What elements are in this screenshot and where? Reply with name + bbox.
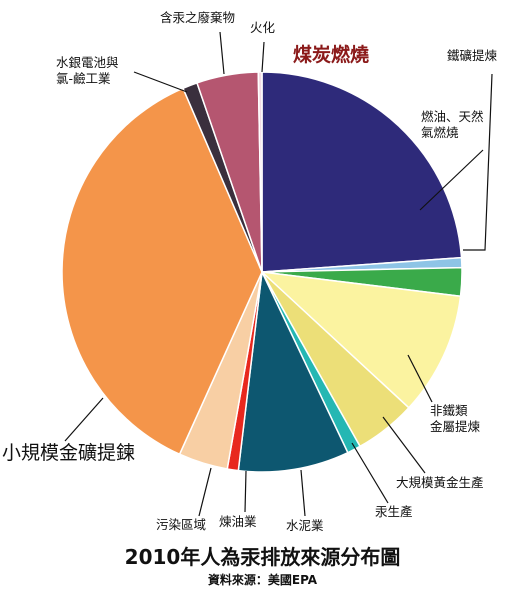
leader-line-3 xyxy=(463,73,493,251)
leader-line-10 xyxy=(64,397,104,442)
pie-slice-1 xyxy=(261,71,463,273)
leader-line-9 xyxy=(198,467,212,517)
slice-label-11: 水銀電池與氯-鹼工業 xyxy=(56,55,119,86)
slice-label-9: 污染區域 xyxy=(156,517,206,532)
slice-label-12: 含汞之廢棄物 xyxy=(160,10,235,25)
leader-line-4 xyxy=(407,354,433,403)
slice-label-2: 燃油、天然氣燃燒 xyxy=(421,109,484,140)
leader-line-6 xyxy=(351,442,389,504)
slice-label-4: 非鐵類金屬提煉 xyxy=(430,403,481,434)
chart-title: 2010年人為汞排放來源分布圖 xyxy=(124,545,401,569)
leader-line-13 xyxy=(261,41,265,73)
chart-subtitle: 資料來源：美國EPA xyxy=(207,573,318,587)
leader-line-2 xyxy=(419,149,484,211)
slice-label-10: 小規模金礦提鍊 xyxy=(2,442,135,464)
slice-label-7: 水泥業 xyxy=(286,518,324,533)
leader-line-11 xyxy=(133,71,188,93)
pie-slice-4 xyxy=(259,270,462,409)
slice-label-8: 煉油業 xyxy=(219,514,257,529)
pie-slice-10 xyxy=(61,87,263,456)
leader-line-12 xyxy=(219,31,225,75)
slice-label-5: 大規模黃金生產 xyxy=(396,475,484,490)
leader-line-5 xyxy=(382,416,426,474)
leader-line-8 xyxy=(244,470,247,513)
slice-label-1: 煤炭燃燒 xyxy=(293,43,369,66)
slice-label-13: 火化 xyxy=(250,20,276,35)
leader-line-7 xyxy=(300,469,306,517)
pie-slice-7 xyxy=(237,269,349,473)
slice-label-6: 汞生產 xyxy=(375,504,413,519)
pie-slice-13 xyxy=(257,71,263,273)
slice-label-3: 鐵礦提煉 xyxy=(447,48,498,63)
